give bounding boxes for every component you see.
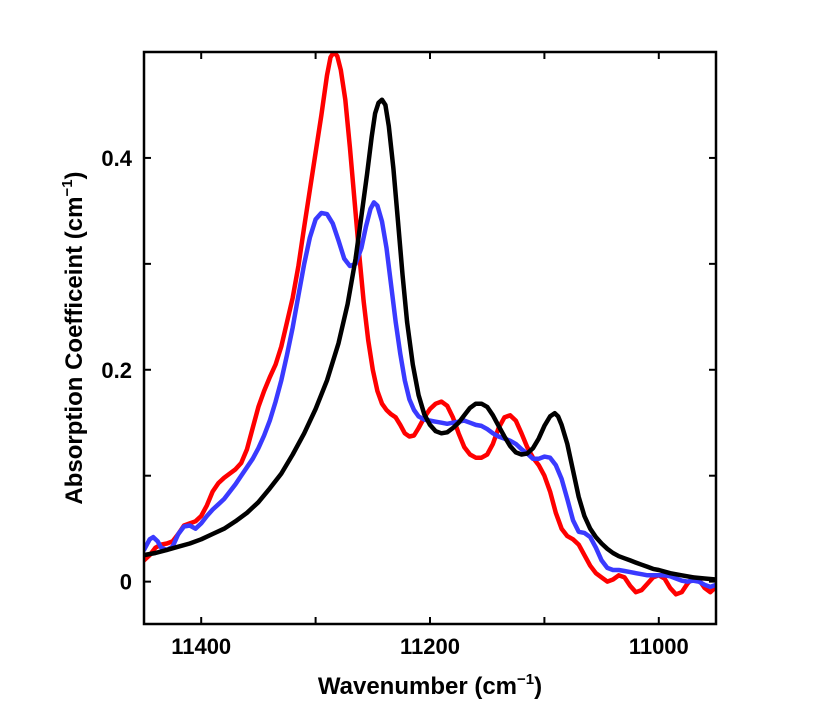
- tick-labels-layer: 11400 11200 11000 0 0.2 0.4: [101, 146, 688, 659]
- series-line-black: [144, 97, 716, 582]
- series-line-red: [144, 52, 716, 597]
- x-axis-title: Wavenumber (cm−1): [318, 671, 542, 700]
- series-layer: [144, 52, 716, 597]
- plot-frame: [142, 50, 718, 626]
- y-tick-label-0.4: 0.4: [101, 146, 132, 171]
- y-tick-label-0.2: 0.2: [101, 358, 132, 383]
- x-tick-label-11400: 11400: [171, 634, 231, 659]
- x-tick-label-11200: 11200: [400, 634, 460, 659]
- x-tick-label-11000: 11000: [629, 634, 689, 659]
- y-tick-label-0: 0: [120, 570, 132, 595]
- series-line-blue: [144, 200, 716, 590]
- y-axis-title: Absorption Coefficeint (cm−1): [59, 171, 88, 504]
